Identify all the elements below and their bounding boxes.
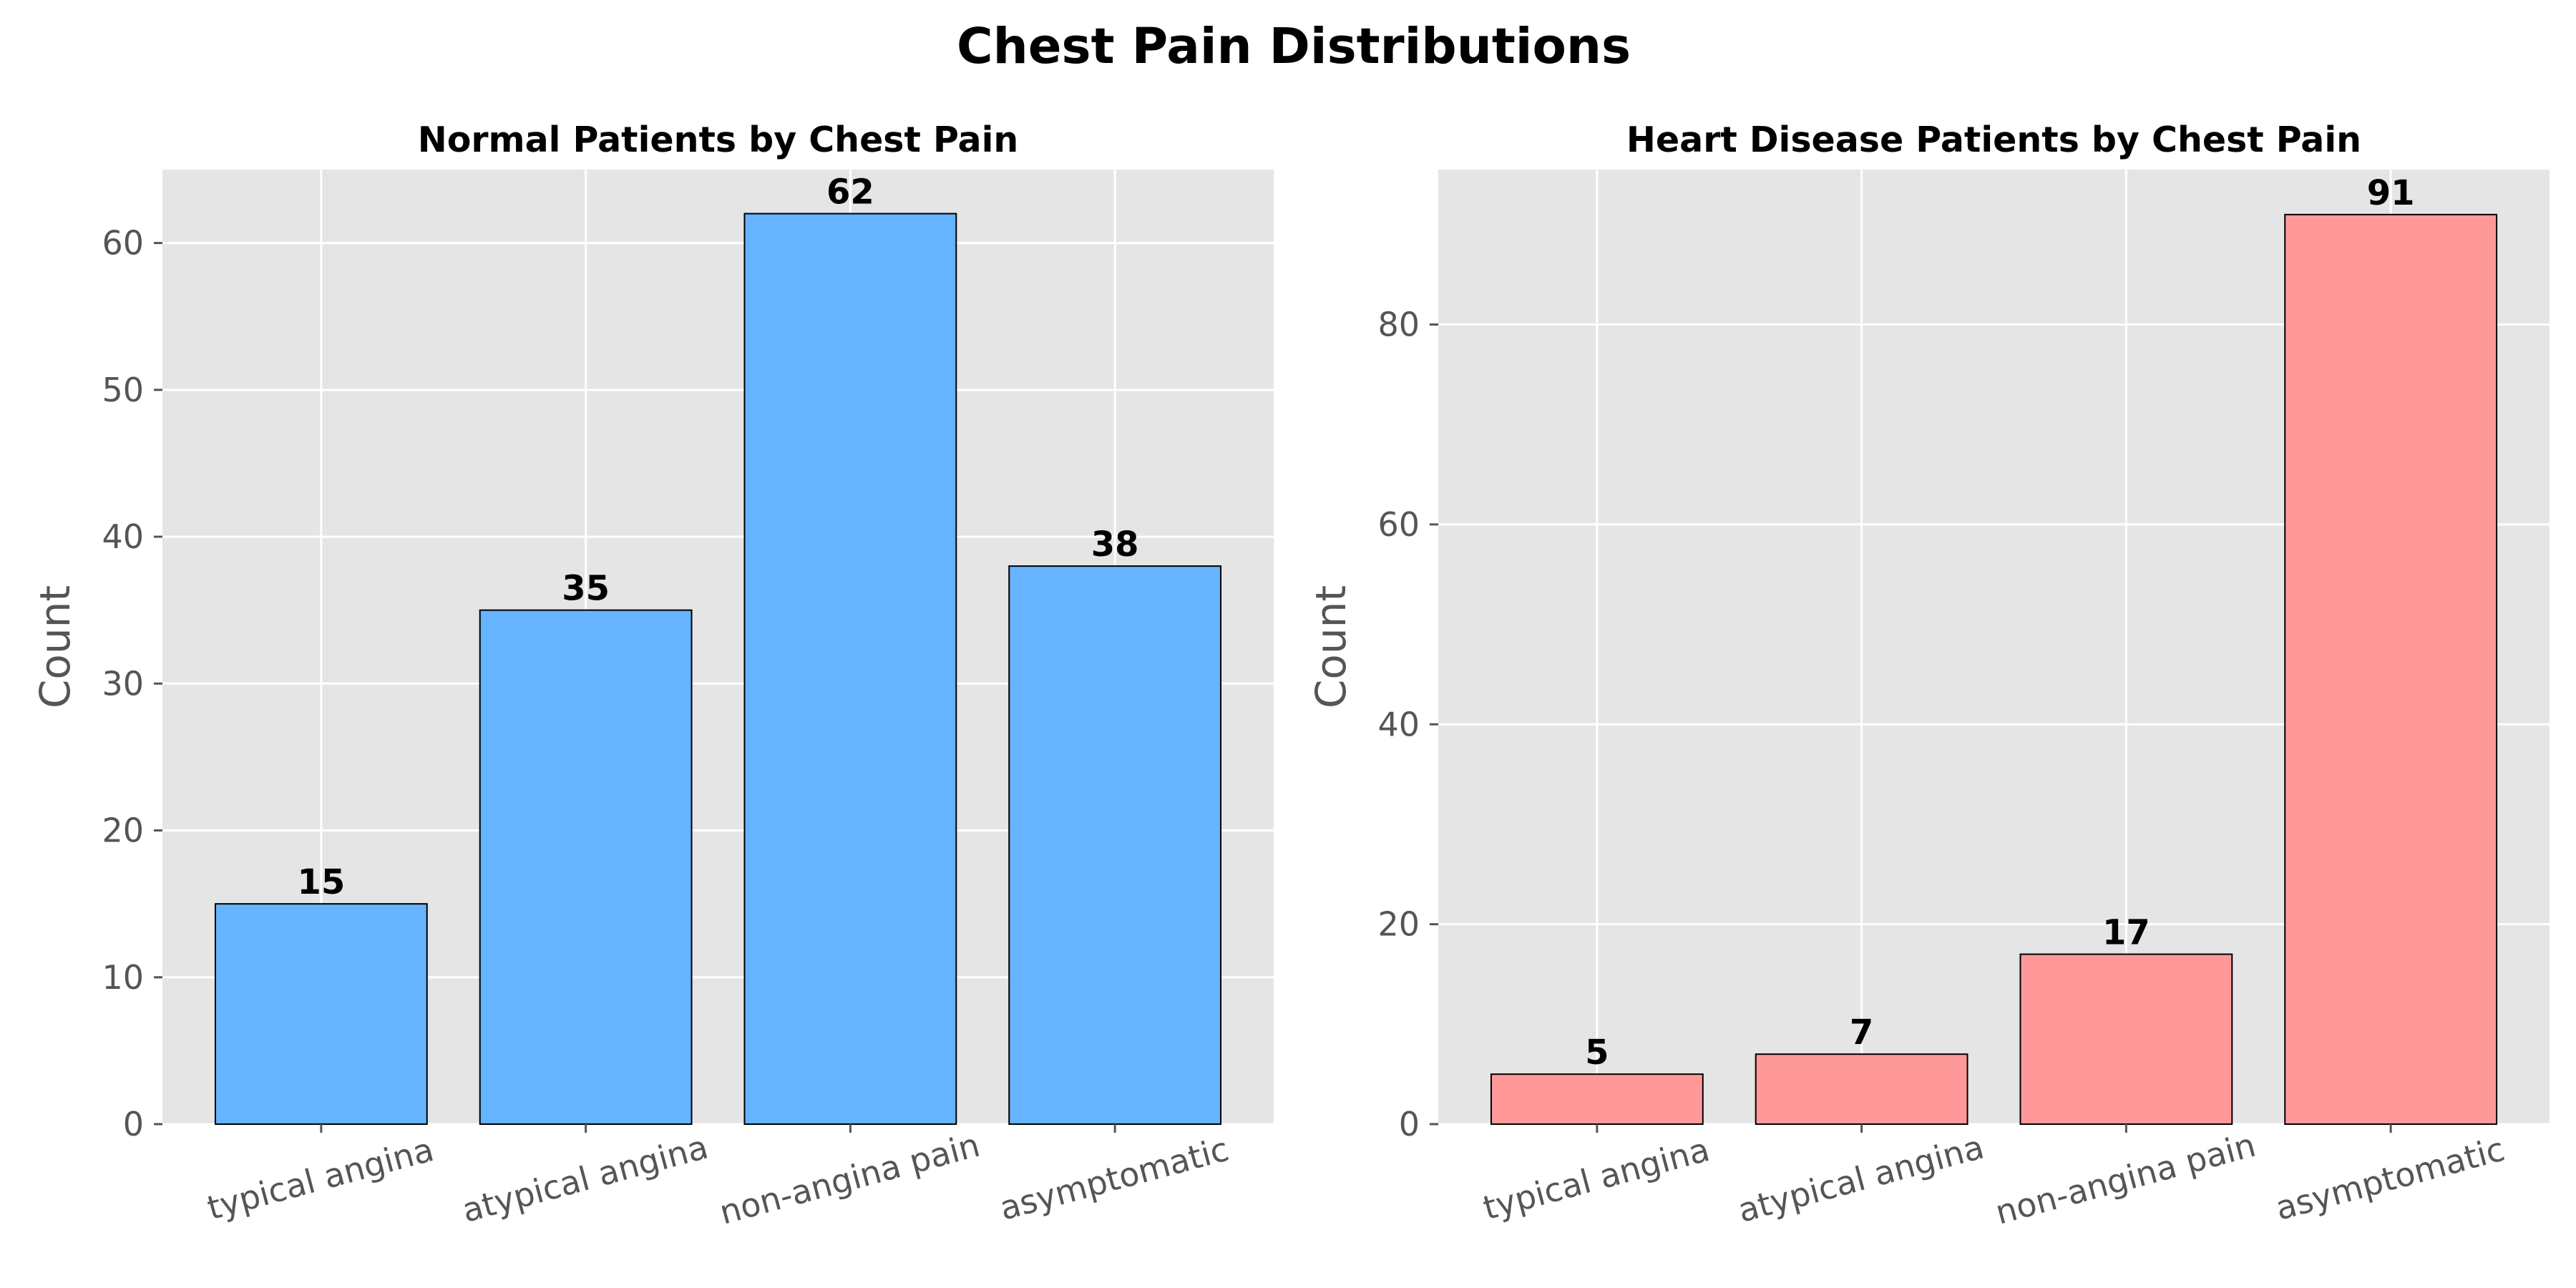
disease-bar-typical-angina	[1490, 1073, 1704, 1126]
normal-x-tick-label-non-angina-pain: non-angina pain	[716, 1126, 984, 1232]
disease-x-tick-label-atypical-angina: atypical angina	[1734, 1127, 1988, 1230]
disease-y-tick-label: 80	[1377, 306, 1420, 344]
normal-y-tick-label: 20	[102, 811, 144, 850]
heart-disease-patients-panel: 5 7 17 91 0 20 40 60 80 typical angina atypical an…	[1307, 119, 2550, 1232]
normal-y-axis-label: Count	[31, 585, 79, 708]
disease-value-label: 17	[2102, 913, 2150, 953]
normal-y-tick-label: 40	[102, 517, 144, 556]
disease-x-tick-label-typical-angina: typical angina	[1479, 1130, 1714, 1227]
disease-panel-title: Heart Disease Patients by Chest Pain	[1626, 119, 2361, 160]
normal-y-tick-label: 10	[102, 958, 144, 997]
normal-patients-panel: 15 35 62 38 0 10 20 30 40 50 60 typical angina atypi…	[31, 119, 1274, 1232]
disease-bar-non-angina-pain	[2019, 953, 2233, 1126]
disease-y-tick-label: 0	[1399, 1105, 1420, 1143]
normal-bar-typical-angina	[214, 903, 428, 1125]
disease-y-tick-label: 60	[1377, 505, 1420, 544]
normal-y-tick-label: 30	[102, 664, 144, 703]
normal-bar-asymptomatic	[1008, 565, 1222, 1125]
disease-y-tick-label: 20	[1377, 905, 1420, 944]
normal-y-tick-label: 50	[102, 371, 144, 409]
disease-x-tick-label-non-angina-pain: non-angina pain	[1991, 1126, 2260, 1232]
normal-value-label: 38	[1091, 525, 1139, 565]
normal-y-tick-label: 60	[102, 224, 144, 263]
disease-y-axis-label: Count	[1307, 585, 1355, 708]
normal-x-tick-label-typical-angina: typical angina	[203, 1130, 438, 1227]
disease-value-label: 5	[1585, 1033, 1609, 1073]
normal-value-label: 15	[297, 862, 345, 902]
disease-x-tick-label-asymptomatic: asymptomatic	[2271, 1130, 2508, 1228]
normal-bar-atypical-angina	[479, 609, 693, 1125]
disease-value-label: 91	[2367, 173, 2415, 213]
disease-bar-asymptomatic	[2284, 213, 2498, 1125]
normal-bar-non-angina-pain	[743, 213, 957, 1126]
disease-value-label: 7	[1850, 1013, 1873, 1053]
normal-y-tick-label: 0	[123, 1105, 144, 1143]
normal-panel-title: Normal Patients by Chest Pain	[418, 119, 1019, 160]
normal-x-tick-label-asymptomatic: asymptomatic	[995, 1130, 1232, 1228]
normal-x-tick-label-atypical-angina: atypical angina	[458, 1127, 712, 1230]
disease-bar-atypical-angina	[1755, 1053, 1968, 1125]
figure-title: Chest Pain Distributions	[957, 18, 1631, 75]
normal-value-label: 62	[826, 172, 874, 213]
disease-y-tick-label: 40	[1377, 705, 1420, 743]
normal-value-label: 35	[562, 569, 610, 609]
